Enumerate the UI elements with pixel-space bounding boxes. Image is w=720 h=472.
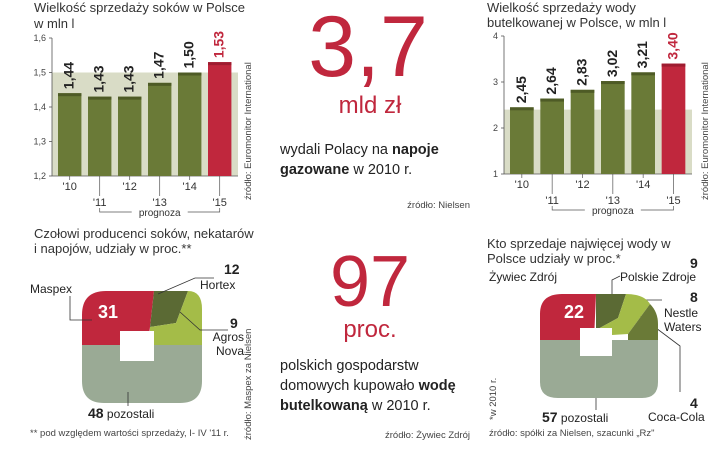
water-share-donut	[534, 290, 664, 404]
label-hortex-value: 12	[224, 262, 240, 276]
water-pie-note: *w 2010 r.	[488, 378, 499, 420]
donut-hole-water	[580, 328, 612, 356]
label-nestle: Nestle Waters	[664, 306, 704, 334]
label-zywiec: Żywiec Zdrój	[489, 270, 557, 284]
label-polskie-value: 9	[690, 256, 698, 270]
water-pie-title: Kto sprzedaje najwięcej wody w Polsce ud…	[487, 236, 707, 266]
label-nestle-value: 8	[690, 290, 698, 304]
label-polskie: Polskie Zdroje	[620, 270, 696, 284]
label-juice-pozostali: 48 pozostali	[88, 406, 154, 421]
label-coca: Coca-Cola	[648, 410, 705, 424]
label-water-pozostali: 57 pozostali	[542, 410, 608, 425]
label-hortex: Hortex	[200, 278, 235, 292]
label-agros-value: 9	[230, 316, 238, 330]
label-coca-value: 4	[690, 396, 698, 410]
water-pie-source: źródło: spółki za Nielsen, szacunki „Rz"	[489, 428, 654, 439]
label-agros: Agros Nova	[196, 330, 244, 358]
label-zywiec-value: 22	[564, 302, 584, 323]
juice-pie-footnote: ** pod względem wartości sprzedaży, I- I…	[30, 428, 229, 439]
juice-pie-source: źródło: Maspex za Nielsen	[243, 329, 254, 440]
